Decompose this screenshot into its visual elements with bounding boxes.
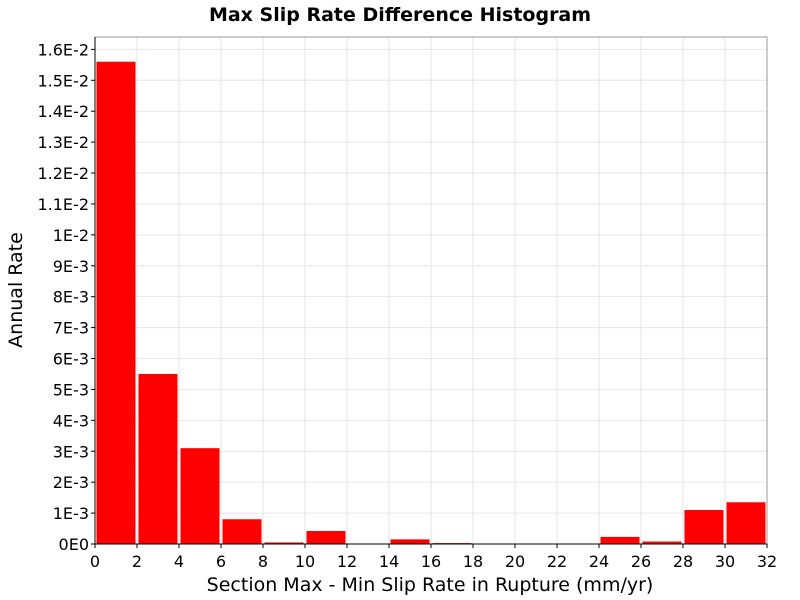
y-tick-label: 3E-3 <box>53 442 89 461</box>
histogram-bar <box>96 61 136 544</box>
y-tick-label: 4E-3 <box>53 411 89 430</box>
y-tick-label: 6E-3 <box>53 350 89 369</box>
y-axis-label: Annual Rate <box>5 232 27 348</box>
x-tick-label: 6 <box>216 552 226 571</box>
y-tick-label: 1.6E-2 <box>37 40 89 59</box>
x-tick-label: 26 <box>631 552 651 571</box>
x-tick-label: 4 <box>174 552 184 571</box>
histogram-bar <box>222 519 262 544</box>
histogram-bar <box>642 541 682 544</box>
chart-title: Max Slip Rate Difference Histogram <box>209 4 591 26</box>
x-tick-label: 16 <box>421 552 441 571</box>
y-tick-label: 1.3E-2 <box>37 133 89 152</box>
x-tick-label: 14 <box>379 552 399 571</box>
x-tick-label: 12 <box>337 552 357 571</box>
x-tick-label: 20 <box>505 552 525 571</box>
x-tick-label: 18 <box>463 552 483 571</box>
x-tick-label: 2 <box>132 552 142 571</box>
x-axis-label: Section Max - Min Slip Rate in Rupture (… <box>207 574 654 596</box>
x-tick-label: 0 <box>90 552 100 571</box>
histogram-bar <box>390 539 430 544</box>
x-tick-label: 22 <box>547 552 567 571</box>
y-tick-label: 5E-3 <box>53 380 89 399</box>
y-tick-label: 1.2E-2 <box>37 164 89 183</box>
histogram-bar <box>726 502 766 544</box>
y-tick-label: 2E-3 <box>53 473 89 492</box>
histogram-bar <box>180 448 220 544</box>
x-tick-label: 28 <box>673 552 693 571</box>
x-tick-labels: 0 2 4 6 8 10 12 14 16 18 20 22 24 26 28 30 32 <box>90 544 777 571</box>
x-tick-label: 10 <box>295 552 315 571</box>
x-tick-label: 32 <box>757 552 777 571</box>
histogram-bar <box>684 509 724 544</box>
y-tick-label: 8E-3 <box>53 288 89 307</box>
y-tick-label: 1E-2 <box>53 226 89 245</box>
y-tick-label: 9E-3 <box>53 257 89 276</box>
histogram-bar <box>600 536 640 544</box>
histogram-bar <box>306 531 346 544</box>
y-tick-labels: 0E0 1E-3 2E-3 3E-3 4E-3 5E-3 6E-3 7E-3 8E-3 9E-3 1… <box>37 40 95 554</box>
y-tick-label: 1.4E-2 <box>37 102 89 121</box>
bars <box>96 61 766 544</box>
y-tick-label: 7E-3 <box>53 319 89 338</box>
x-tick-label: 8 <box>258 552 268 571</box>
x-tick-label: 24 <box>589 552 609 571</box>
x-tick-label: 30 <box>715 552 735 571</box>
y-tick-label: 1.5E-2 <box>37 71 89 90</box>
histogram-bar <box>264 542 304 544</box>
y-tick-label: 1.1E-2 <box>37 195 89 214</box>
y-tick-label: 1E-3 <box>53 504 89 523</box>
y-tick-label: 0E0 <box>59 535 89 554</box>
histogram-bar <box>138 373 178 544</box>
